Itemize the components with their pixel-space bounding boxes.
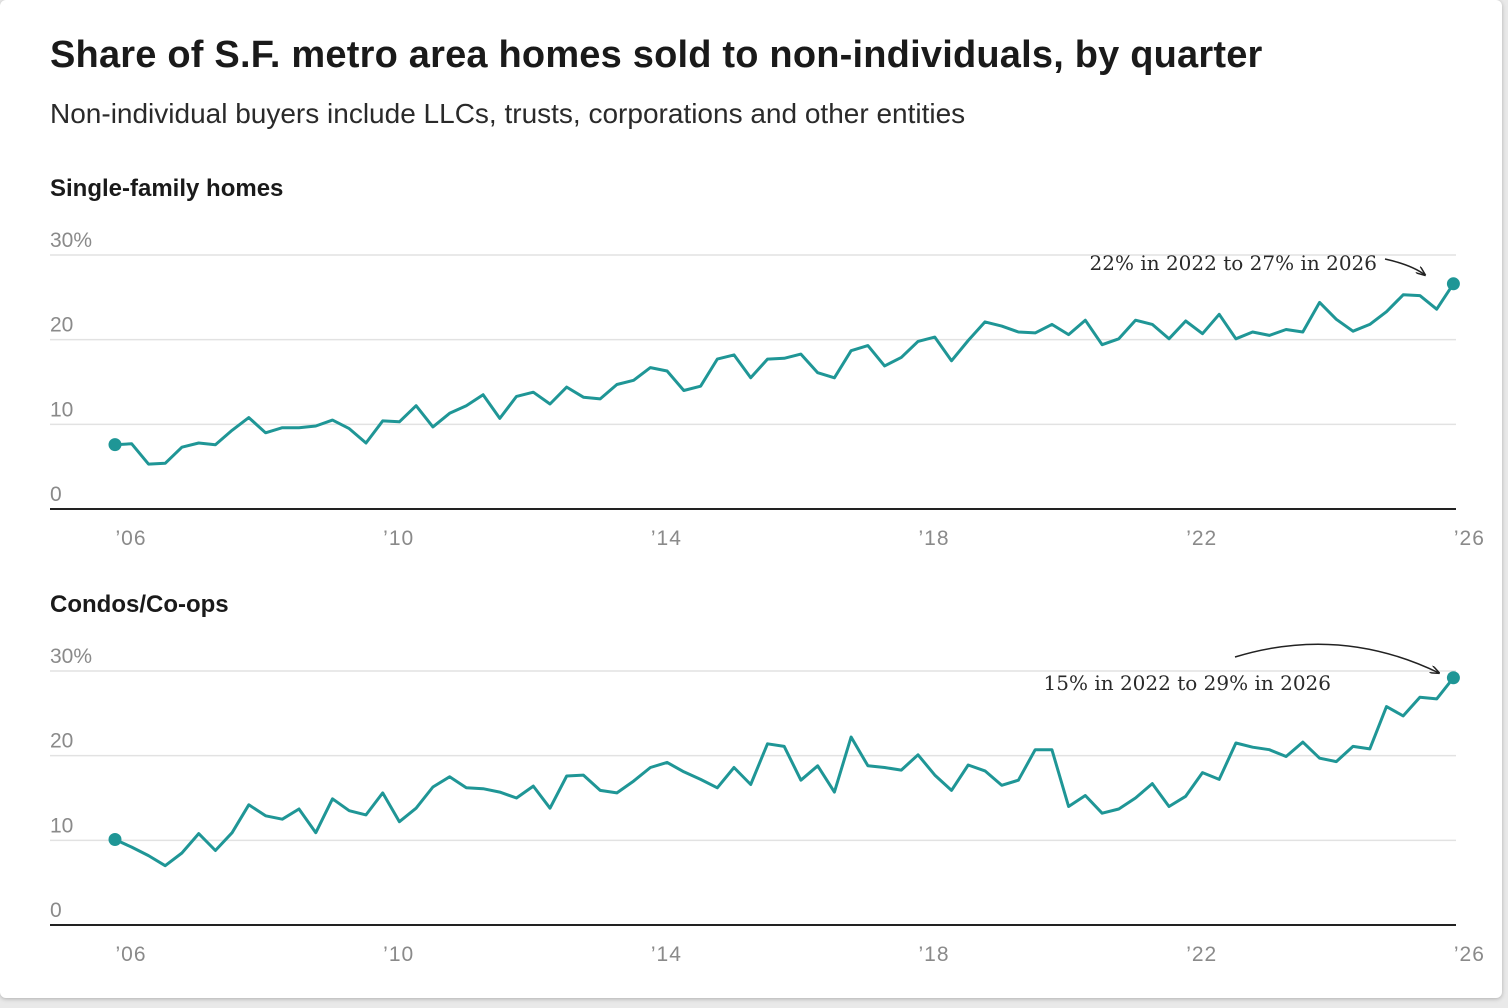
annotation-arrow — [1234, 643, 1439, 673]
y-tick-label: 0 — [50, 899, 62, 922]
y-tick-label: 10 — [50, 398, 73, 421]
x-tick-label: ’14 — [651, 527, 682, 550]
x-tick-label: ’26 — [1454, 943, 1485, 966]
chart-title: Share of S.F. metro area homes sold to n… — [50, 34, 1263, 76]
chart-panel-1: Single-family homes 0 10 20 30% ’06 ’10 ’14 ’18 ’… — [50, 175, 1485, 550]
x-tick-label: ’06 — [115, 527, 146, 550]
y-tick-label: 0 — [50, 483, 62, 506]
end-point — [1446, 671, 1460, 685]
series-line — [114, 282, 1455, 466]
annotation-arrow — [1384, 258, 1425, 275]
start-point — [108, 832, 122, 846]
chart-subtitle: Non-individual buyers include LLCs, trus… — [50, 98, 966, 129]
y-tick-label: 20 — [50, 730, 73, 753]
x-tick-label: ’22 — [1186, 943, 1217, 966]
x-tick-label: ’18 — [919, 527, 950, 550]
x-tick-label: ’06 — [115, 943, 146, 966]
panel-title: Condos/Co-ops — [50, 591, 229, 618]
panel-title: Single-family homes — [50, 175, 283, 202]
annotation-label: 15% in 2022 to 29% in 2026 — [1044, 671, 1331, 695]
y-tick-label: 30% — [50, 645, 92, 668]
end-point — [1446, 277, 1460, 291]
annotation-label: 22% in 2022 to 27% in 2026 — [1090, 251, 1377, 275]
x-tick-label: ’22 — [1186, 527, 1217, 550]
start-point — [108, 438, 122, 452]
series-line — [114, 676, 1455, 868]
x-tick-label: ’14 — [651, 943, 682, 966]
y-tick-label: 10 — [50, 814, 73, 837]
x-tick-label: ’18 — [919, 943, 950, 966]
x-tick-label: ’10 — [383, 527, 414, 550]
y-tick-label: 20 — [50, 314, 73, 337]
y-tick-label: 30% — [50, 229, 92, 252]
chart-panel-2: Condos/Co-ops 0 10 20 30% ’06 ’10 ’14 ’18 ’22 ’26 1… — [50, 591, 1485, 966]
x-tick-label: ’10 — [383, 943, 414, 966]
x-tick-label: ’26 — [1454, 527, 1485, 550]
